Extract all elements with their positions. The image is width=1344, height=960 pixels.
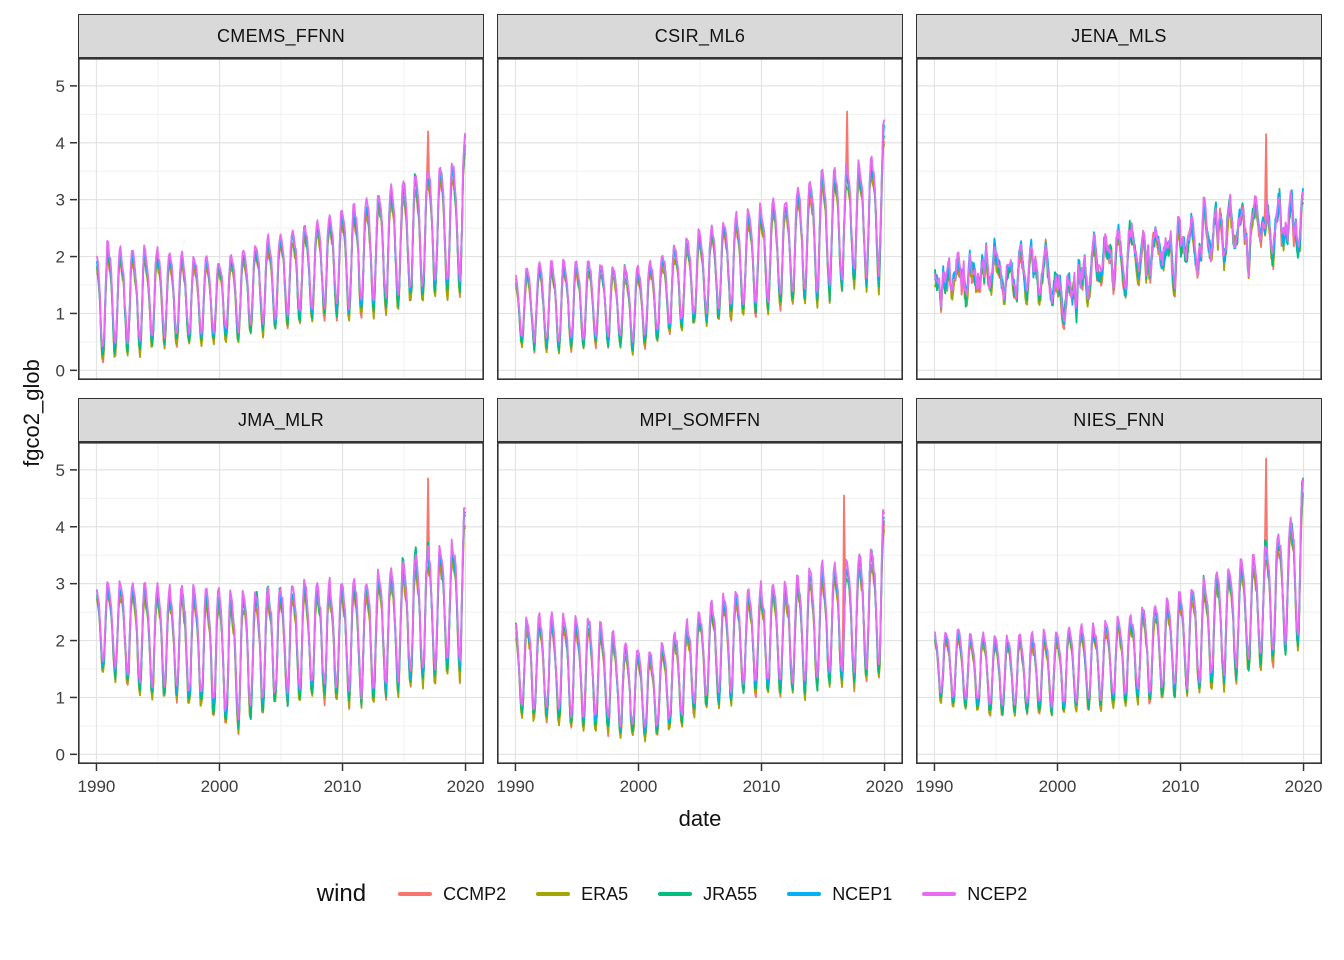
legend-item-ncep2: NCEP2 [922,884,1027,905]
y-tick-label: 5 [56,461,65,480]
legend-key-line [658,892,693,896]
facet-nies-fnn: NIES_FNN [916,398,1322,764]
x-tick-label: 2020 [1285,777,1322,796]
legend-key-line [787,892,822,896]
y-axis-ticks-row2: 0 1 2 3 4 5 [56,461,77,764]
legend-item-label: NCEP2 [967,883,1028,904]
legend-key-line [536,892,571,896]
x-tick-label: 2010 [1162,777,1200,796]
facet-cmems-ffnn: CMEMS_FFNN [78,14,484,380]
x-axis-ticks-col3: 1990 2000 2010 2020 [916,764,1322,796]
legend-item-jra55: JRA55 [658,884,757,905]
legend-item-label: ERA5 [581,883,629,904]
x-tick-label: 2010 [324,777,362,796]
series-line-ncep2 [96,507,466,721]
facet-strip: NIES_FNN [916,398,1322,442]
legend-item-ncep1: NCEP1 [787,884,892,905]
series-line-ncep2 [515,509,885,728]
series-line-ncep2 [515,119,885,343]
legend-title: wind [316,880,367,907]
facet-strip-label: JENA_MLS [1071,25,1167,46]
x-tick-label: 1990 [78,777,115,796]
series-line-ncep2 [934,190,1304,323]
y-tick-label: 1 [56,688,65,707]
legend-items: CCMP2 ERA5 JRA55 NCEP1 NCEP2 [398,884,1027,905]
x-axis-title: date [678,806,722,831]
y-tick-label: 2 [56,632,65,651]
facet-panel [916,442,1322,764]
y-tick-label: 4 [56,518,65,537]
y-tick-label: 0 [56,745,65,764]
facet-panel [78,58,484,380]
facet-csir-ml6: CSIR_ML6 [497,14,903,380]
facet-panel [497,58,903,380]
y-axis-ticks-row1: 0 1 2 3 4 5 [56,77,77,380]
legend-key-line [398,892,433,896]
x-tick-label: 1990 [916,777,953,796]
y-tick-label: 3 [56,575,65,594]
series-line-ncep2 [96,132,466,348]
facet-strip: CMEMS_FFNN [78,14,484,58]
x-tick-label: 2020 [866,777,903,796]
facet-panel [916,58,1322,380]
facet-panel [497,442,903,764]
legend-item-label: NCEP1 [832,883,893,904]
facet-mpi-somffn: MPI_SOMFFN [497,398,903,764]
facet-panel [78,442,484,764]
y-tick-label: 4 [56,134,65,153]
facet-jena-mls: JENA_MLS [916,14,1322,380]
legend: wind CCMP2 ERA5 JRA55 NCEP1 NCEP2 [0,880,1344,908]
facet-strip-label: NIES_FNN [1073,409,1165,430]
facet-strip-label: JMA_MLR [237,409,325,430]
facet-strip-label: CSIR_ML6 [654,25,746,46]
x-axis-ticks-col2: 1990 2000 2010 2020 [497,764,903,796]
y-tick-label: 5 [56,77,65,96]
facet-strip: JENA_MLS [916,14,1322,58]
x-tick-label: 2020 [447,777,484,796]
x-tick-label: 2000 [201,777,239,796]
facet-strip-label: MPI_SOMFFN [639,409,761,430]
y-tick-label: 0 [56,361,65,380]
facet-strip-label: CMEMS_FFNN [217,25,345,46]
legend-item-label: JRA55 [703,883,758,904]
x-axis-ticks-col1: 1990 2000 2010 2020 [78,764,484,796]
series-line-ncep2 [934,478,1304,708]
facet-strip: CSIR_ML6 [497,14,903,58]
legend-item-label: CCMP2 [443,883,507,904]
legend-item-era5: ERA5 [536,884,628,905]
legend-key-line [922,892,957,896]
x-tick-label: 1990 [497,777,534,796]
x-tick-label: 2010 [743,777,781,796]
series-line-ncep1 [96,134,466,352]
facet-jma-mlr: JMA_MLR [78,398,484,764]
x-tick-label: 2000 [620,777,658,796]
y-tick-label: 2 [56,248,65,267]
y-tick-label: 1 [56,304,65,323]
y-tick-label: 3 [56,191,65,210]
x-tick-label: 2000 [1039,777,1077,796]
legend-item-ccmp2: CCMP2 [398,884,506,905]
facet-strip: JMA_MLR [78,398,484,442]
facet-strip: MPI_SOMFFN [497,398,903,442]
